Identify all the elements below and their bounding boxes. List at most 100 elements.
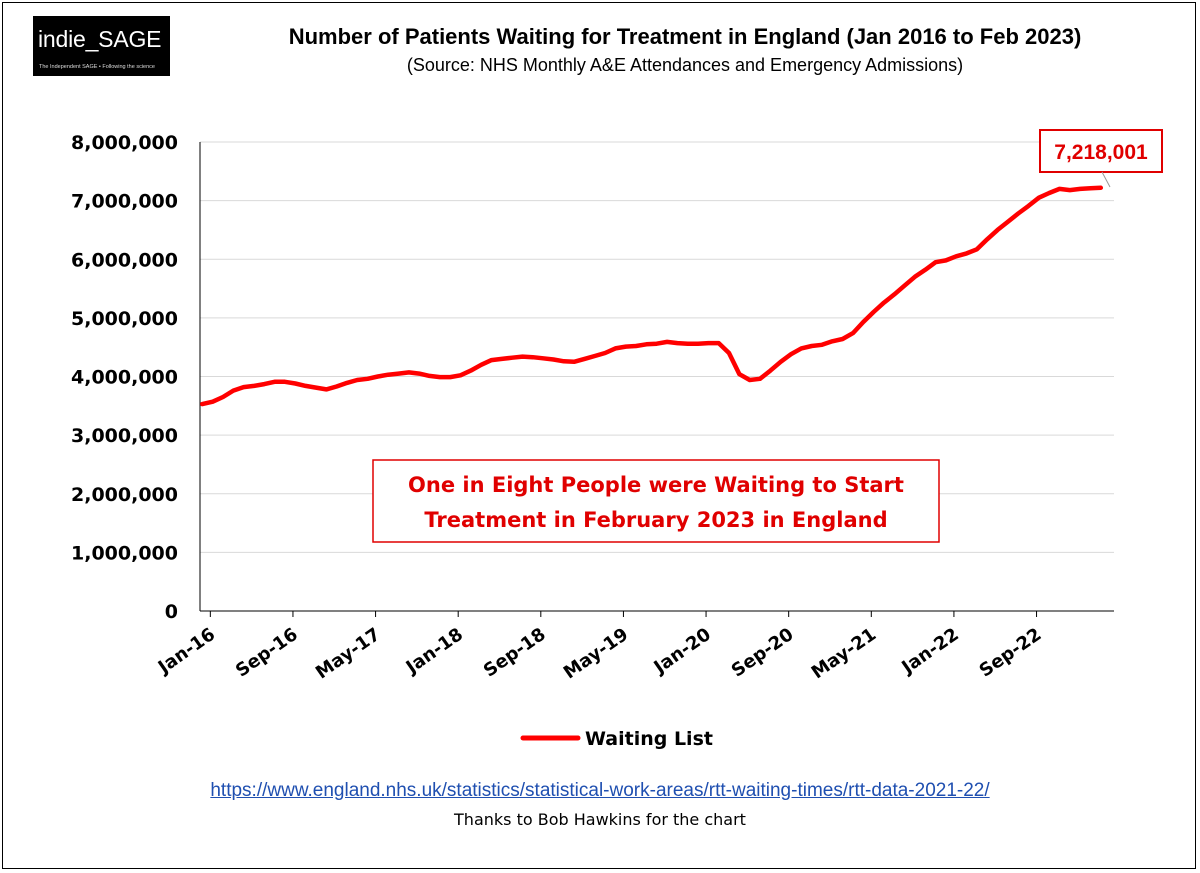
data-point [356,379,359,381]
data-point [934,261,937,264]
x-tick-label: Sep-20 [728,624,798,682]
data-point [284,381,286,383]
data-point [439,376,441,378]
x-tick-labels: Jan-16 Sep-16 May-17 Jan-18 Sep-18 May-19 Jan-… [153,624,1045,684]
data-point [914,276,916,278]
data-point [1048,192,1050,194]
data-point [903,284,906,287]
data-point [625,345,627,348]
data-point [635,345,637,347]
series-line-waiting-list [200,185,1104,407]
data-point [924,269,927,271]
x-tick-label: Sep-16 [232,624,302,682]
data-point [1027,205,1030,207]
y-tick-labels: 0 1,000,000 2,000,000 3,000,000 4,000,000 5,0… [71,132,178,623]
x-tick-label: Sep-22 [976,624,1046,682]
x-tick-label: Sep-18 [480,624,550,682]
data-point [810,345,813,347]
data-point [996,229,999,231]
data-point [377,375,379,378]
data-point [428,375,431,377]
data-point [1058,188,1061,190]
data-point [563,360,565,363]
data-point [408,371,410,374]
data-point [728,352,730,354]
data-point [1007,220,1009,223]
data-point [893,293,896,296]
data-point [325,388,328,391]
data-point [769,369,772,372]
logo-name: indie_SAGE [38,26,162,52]
data-point [532,356,534,359]
end-value-label: 7,218,001 [1054,141,1148,164]
data-point [986,238,988,241]
x-tick-label: May-21 [808,624,880,684]
data-point [397,372,400,375]
data-point [1100,187,1102,189]
data-point [387,373,390,376]
end-value-leader-line [1101,171,1111,188]
data-point [521,355,524,358]
data-point [738,373,741,376]
data-point [232,389,235,392]
chart-credit: Thanks to Bob Hawkins for the chart [454,810,746,829]
annotation-line-2: Treatment in February 2023 in England [424,508,887,532]
data-point [418,372,421,375]
y-tick-label: 8,000,000 [71,132,178,154]
y-tick-label: 2,000,000 [71,484,178,506]
data-point [470,369,472,372]
data-point [459,374,462,377]
data-point [945,259,947,262]
y-tick-label: 1,000,000 [71,542,178,564]
annotation-box [372,459,940,543]
data-point [666,341,668,343]
data-point [831,340,834,343]
x-tick-label: May-17 [312,624,384,684]
data-point [748,379,751,381]
data-point [821,344,823,346]
data-point [201,403,204,405]
data-point [645,343,648,346]
data-point [707,342,710,344]
data-point [511,356,513,359]
axes [199,142,1114,617]
data-point [222,396,224,398]
y-tick-label: 4,000,000 [71,367,178,389]
data-point [542,357,544,360]
source-url-link[interactable]: https://www.england.nhs.uk/statistics/st… [210,780,990,801]
data-point [1038,196,1040,199]
data-point [490,359,493,361]
data-point [1089,187,1092,190]
x-tick-label: Jan-20 [649,624,715,679]
data-point [480,364,483,366]
data-point [779,361,782,363]
annotation-line-1: One in Eight People were Waiting to Star… [408,473,904,497]
data-point [366,378,369,380]
data-point [965,252,968,255]
data-point [294,382,297,385]
data-point [346,382,348,384]
x-tick-label: Jan-16 [153,624,219,679]
data-point [594,355,596,357]
data-point [1079,188,1081,190]
data-point [315,386,317,389]
data-point [862,321,865,323]
data-point [604,352,606,354]
legend: Waiting List [520,728,713,750]
data-point [242,386,245,388]
data-point [872,311,875,313]
indie-sage-logo: indie_SAGE The Independent SAGE • Follow… [33,16,170,76]
data-point [976,248,978,251]
data-point [501,358,503,360]
x-tick-label: Jan-22 [897,624,963,679]
data-point [1069,189,1071,191]
data-point [614,347,617,350]
data-point [852,332,854,334]
data-point [759,378,761,380]
y-tick-label: 3,000,000 [71,425,178,447]
data-point [655,342,658,345]
data-point [790,353,792,356]
data-point [583,358,586,360]
data-point [676,342,679,344]
